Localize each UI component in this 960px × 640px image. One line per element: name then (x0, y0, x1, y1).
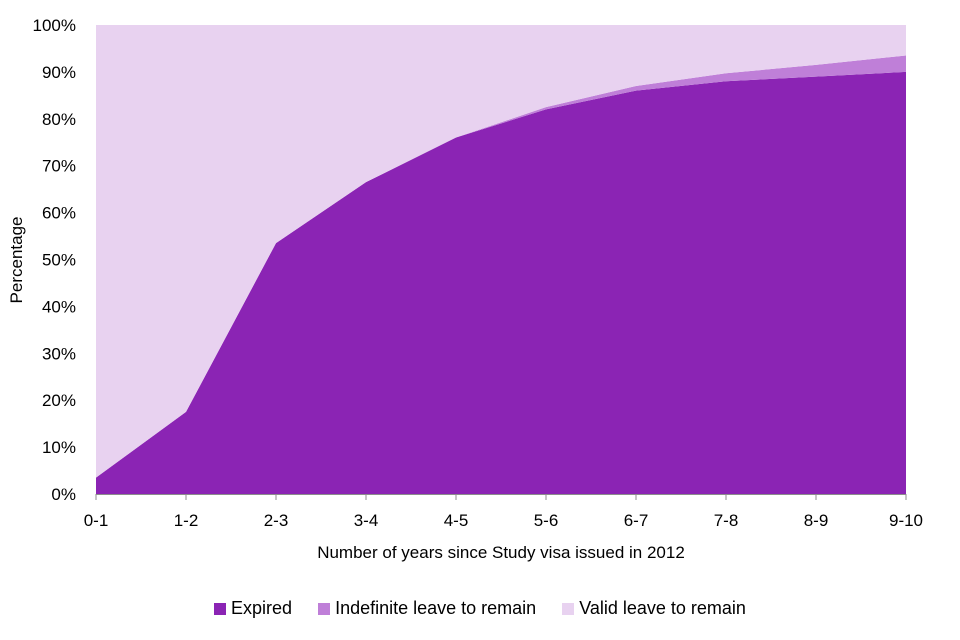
y-tick-label: 30% (42, 344, 76, 363)
y-tick-label: 20% (42, 391, 76, 410)
x-tick-label: 9-10 (889, 511, 923, 530)
y-axis-title: Percentage (7, 217, 26, 304)
y-tick-label: 80% (42, 110, 76, 129)
y-tick-label: 70% (42, 157, 76, 176)
x-tick-label: 6-7 (624, 511, 649, 530)
y-axis-tick-labels: 0% 10% 20% 30% 40% 50% 60% 70% 80% 90% 100% (33, 16, 76, 504)
legend-swatch (562, 602, 575, 615)
x-tick-label: 3-4 (354, 511, 379, 530)
y-tick-label: 40% (42, 297, 76, 316)
x-tick-label: 7-8 (714, 511, 739, 530)
y-tick-label: 0% (51, 485, 76, 504)
x-tick-label: 2-3 (264, 511, 289, 530)
y-tick-label: 10% (42, 438, 76, 457)
y-tick-label: 90% (42, 63, 76, 82)
legend-item-expired: Expired (214, 598, 292, 619)
x-tick-label: 0-1 (84, 511, 109, 530)
area-layers (96, 25, 906, 495)
area-valid-leave-to-remain (96, 25, 906, 478)
y-tick-label: 100% (33, 16, 76, 35)
y-tick-label: 60% (42, 204, 76, 223)
legend-label: Expired (231, 598, 293, 618)
x-tick-label: 1-2 (174, 511, 199, 530)
x-tick-label: 4-5 (444, 511, 469, 530)
axes (95, 494, 907, 500)
legend-item-valid-leave-to-remain: Valid leave to remain (562, 598, 746, 619)
y-tick-label: 50% (42, 251, 76, 270)
legend-label: Valid leave to remain (579, 598, 746, 618)
legend-swatch (318, 602, 331, 615)
x-axis-tick-labels: 0-1 1-2 2-3 3-4 4-5 5-6 6-7 7-8 8-9 9-10 (84, 511, 923, 530)
x-axis-title: Number of years since Study visa issued … (317, 543, 685, 562)
legend: Expired Indefinite leave to remain Valid l… (0, 598, 960, 619)
legend-swatch (214, 602, 227, 615)
x-tick-label: 8-9 (804, 511, 829, 530)
legend-label: Indefinite leave to remain (335, 598, 537, 618)
legend-item-indefinite-leave-to-remain: Indefinite leave to remain (318, 598, 536, 619)
area-expired (96, 71, 906, 495)
x-tick-label: 5-6 (534, 511, 559, 530)
